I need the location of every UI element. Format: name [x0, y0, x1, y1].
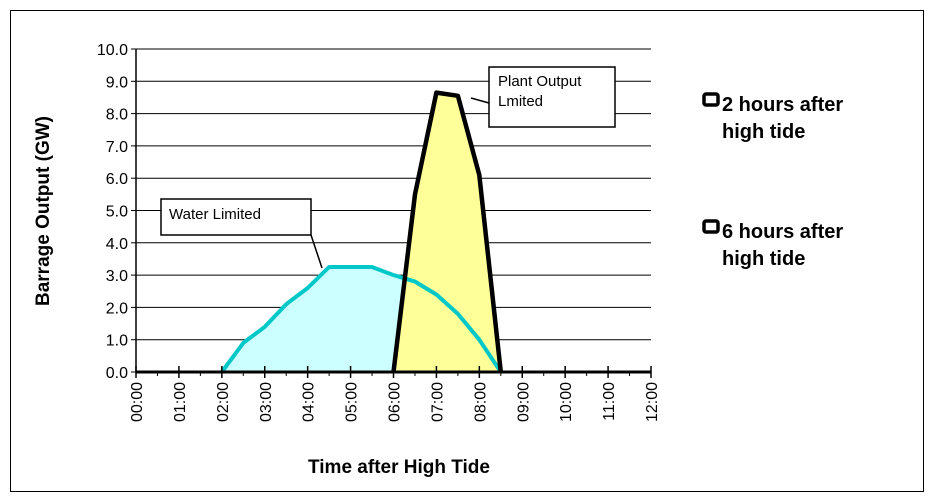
- annotation-water-limited: Water Limited: [160, 198, 323, 269]
- legend-swatch-2h: [702, 92, 720, 107]
- x-tick-label-5: 05:00: [344, 382, 361, 422]
- x-tick-label-3: 03:00: [258, 382, 275, 422]
- y-tick-labels: 0.0 1.0 2.0 3.0 4.0 5.0 6.0 7.0 8.0 9.0 10.0: [97, 42, 128, 382]
- x-tick-label-2: 02:00: [215, 382, 232, 422]
- legend-label-2h-line2: high tide: [722, 121, 805, 143]
- y-tick-label-7: 7.0: [106, 139, 128, 156]
- x-tick-label-9: 09:00: [515, 382, 532, 422]
- series-line-1: [391, 90, 504, 373]
- y-tick-label-9: 9.0: [106, 74, 128, 91]
- x-tick-label-1: 01:00: [172, 382, 189, 422]
- plant-output-text-line1: Plant Output: [498, 73, 582, 90]
- water-limited-box: [160, 198, 312, 236]
- legend-label-6h-line2: high tide: [722, 248, 805, 270]
- x-tick-label-11: 11:00: [601, 382, 618, 421]
- y-tick-label-3: 3.0: [106, 268, 128, 285]
- y-tick-label-0: 0.0: [106, 365, 128, 382]
- tidal-output-chart: 0.0 1.0 2.0 3.0 4.0 5.0 6.0 7.0 8.0 9.0 10.0 00:00…: [33, 42, 843, 478]
- legend-label-6h-line1: 6 hours after: [722, 221, 843, 243]
- legend: 2 hours after high tide 6 hours after hi…: [702, 92, 843, 270]
- y-tick-label-1: 1.0: [106, 333, 128, 350]
- y-tick-label-4: 4.0: [106, 236, 128, 253]
- x-tick-label-0: 00:00: [129, 382, 146, 422]
- annotation-plant-output: Plant Output Lmited: [470, 66, 616, 128]
- y-tick-label-6: 6.0: [106, 171, 128, 188]
- series-line-0: [220, 265, 503, 374]
- axes: [135, 49, 652, 378]
- water-limited-text: Water Limited: [169, 206, 261, 223]
- x-tick-label-10: 10:00: [558, 382, 575, 422]
- series-lines: [220, 90, 504, 374]
- water-limited-leader: [310, 234, 323, 269]
- chart-frame: 0.0 1.0 2.0 3.0 4.0 5.0 6.0 7.0 8.0 9.0 10.0 00:00…: [10, 10, 924, 492]
- x-tick-label-4: 04:00: [301, 382, 318, 422]
- plant-output-leader: [470, 97, 490, 104]
- x-tick-label-12: 12:00: [644, 382, 661, 422]
- x-tick-label-8: 08:00: [472, 382, 489, 422]
- x-tick-label-7: 07:00: [429, 382, 446, 422]
- y-tick-label-8: 8.0: [106, 107, 128, 124]
- plant-output-box: [488, 66, 616, 128]
- y-tick-label-2: 2.0: [106, 300, 128, 317]
- legend-swatch-6h: [702, 219, 720, 234]
- x-axis-title: Time after High Tide: [308, 457, 490, 478]
- x-tick-label-6: 06:00: [387, 382, 404, 422]
- x-tick-labels: 00:00 01:00 02:00 03:00 04:00 05:00 06:00 07:00…: [129, 382, 661, 422]
- y-axis-title: Barrage Output (GW): [33, 116, 54, 306]
- legend-label-2h-line1: 2 hours after: [722, 94, 843, 116]
- y-tick-label-10: 10.0: [97, 42, 128, 59]
- y-tick-label-5: 5.0: [106, 204, 128, 221]
- plant-output-text-line2: Lmited: [498, 93, 543, 110]
